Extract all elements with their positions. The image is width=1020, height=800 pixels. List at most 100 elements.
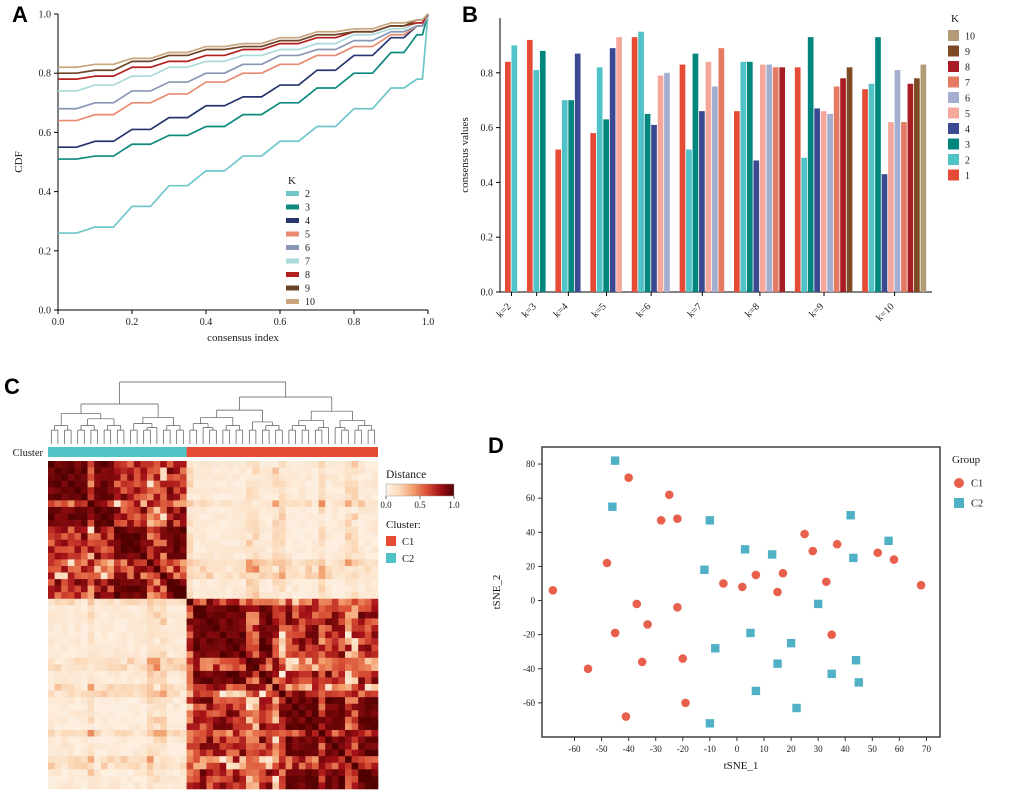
bar-k=9-cluster5: [820, 111, 827, 292]
svg-text:C2: C2: [402, 554, 414, 565]
panel-d-label: D: [488, 433, 504, 458]
bar-k=9-cluster2: [801, 157, 808, 292]
svg-text:0.4: 0.4: [39, 187, 52, 198]
a-legend-swatch-k9: [286, 285, 299, 291]
b-legend-swatch-10: [948, 30, 959, 41]
svg-text:7: 7: [305, 257, 310, 268]
svg-text:0: 0: [531, 596, 536, 606]
svg-text:0.6: 0.6: [481, 123, 494, 134]
bar-k=9-cluster6: [827, 113, 833, 293]
svg-text:-40: -40: [523, 664, 535, 674]
b-legend-swatch-6: [948, 92, 959, 103]
svg-text:70: 70: [922, 744, 932, 754]
b-legend-title: K: [951, 13, 959, 25]
panel-c-label: C: [4, 374, 20, 399]
svg-text:10: 10: [965, 32, 975, 43]
d-legend-title: Group: [952, 454, 981, 466]
consensus-matrix-heatmap: Cluster Distance 0.0 0.5 1.0 Cluster: C1 C2: [13, 381, 460, 790]
bar-k=7-cluster6: [712, 86, 718, 292]
bar-k=8-cluster1: [734, 111, 740, 292]
bar-k=8-cluster2: [740, 61, 747, 293]
tsne-scatter-plot: -60 -50 -40 -30 -20 -10 0 10 20 30 40 50 60 70 -60 -40 -…: [491, 446, 983, 772]
svg-text:0.0: 0.0: [481, 288, 494, 299]
svg-text:60: 60: [526, 493, 536, 503]
bar-k=8-cluster4: [753, 160, 760, 292]
b-legend-swatch-1: [948, 169, 959, 181]
bar-k=10-cluster2: [868, 83, 875, 292]
bar-k=10-cluster7: [901, 122, 907, 293]
svg-text:5: 5: [965, 109, 970, 120]
svg-text:6: 6: [305, 243, 310, 254]
bar-k=6-cluster2: [638, 31, 644, 292]
cdf-line-chart: 0.0 0.2 0.4 0.6 0.8 1.0 0.0 0.2 0.4 0.6 0.8 1.0 cons…: [13, 10, 435, 345]
svg-text:k=7: k=7: [686, 301, 705, 320]
bar-k=2-cluster1: [505, 61, 511, 293]
svg-text:-30: -30: [650, 744, 662, 754]
cdf-curve-k9: [58, 13, 429, 75]
a-legend-title: K: [288, 175, 296, 187]
bar-k=8-cluster6: [766, 64, 773, 292]
panel-b-consensus-bars: B 0.0 0.2 0.4 0.6 0.8 consensus values k=2 k=3 k…: [452, 2, 1018, 370]
panel-a-label: A: [12, 2, 28, 27]
bar-k=6-cluster6: [664, 72, 670, 292]
cdf-curve-k7: [58, 16, 429, 92]
bar-k=8-cluster3: [746, 61, 753, 293]
cdf-curve-k4: [58, 13, 429, 149]
a-legend-swatch-k2: [286, 191, 299, 196]
bar-k=7-cluster2: [686, 149, 692, 292]
c-cluster-bar-label: Cluster: [13, 448, 44, 459]
svg-text:10: 10: [305, 297, 315, 308]
svg-text:3: 3: [965, 140, 970, 151]
svg-text:0.2: 0.2: [126, 317, 139, 328]
panel-a-consensus-cdf: A 0.0 0.2 0.4 0.6 0.8 1.0 0.0 0.2 0.4 0.6 0.8 1.0 co…: [6, 2, 446, 368]
d-legend-marker-C1: [954, 478, 964, 488]
bar-k=7-cluster5: [705, 61, 712, 293]
svg-text:C2: C2: [971, 499, 983, 510]
svg-text:k=3: k=3: [520, 301, 539, 320]
bar-k=2-cluster2: [511, 45, 518, 293]
bar-k=4-cluster3: [568, 100, 575, 292]
svg-text:0.0: 0.0: [52, 317, 65, 328]
svg-text:1.0: 1.0: [422, 317, 435, 328]
bar-k=10-cluster9: [914, 78, 920, 292]
bar-k=4-cluster2: [561, 100, 568, 292]
svg-text:0.6: 0.6: [274, 317, 287, 328]
svg-text:0.2: 0.2: [481, 233, 494, 244]
svg-text:80: 80: [526, 459, 536, 469]
svg-text:0.2: 0.2: [39, 246, 52, 257]
d-yaxis-label: tSNE_2: [491, 575, 503, 610]
panel-b-label: B: [462, 2, 478, 27]
b-legend-swatch-5: [948, 107, 959, 119]
b-legend-swatch-2: [948, 154, 959, 165]
svg-text:1.0: 1.0: [448, 500, 460, 510]
bar-k=3-cluster3: [539, 50, 546, 292]
svg-text:-20: -20: [677, 744, 689, 754]
bar-k=10-cluster4: [881, 174, 888, 292]
bar-k=10-cluster10: [920, 64, 927, 292]
bar-k=9-cluster7: [833, 86, 840, 292]
panel-d-tsne-scatter: D -60 -50 -40 -30 -20 -10 0 10 20 30 40 50 60 70 -60 -4…: [478, 425, 1018, 797]
svg-text:0: 0: [735, 744, 740, 754]
svg-text:C1: C1: [402, 537, 414, 548]
svg-text:-50: -50: [596, 744, 608, 754]
bar-k=8-cluster5: [759, 64, 766, 292]
cdf-curve-k10: [58, 13, 429, 69]
c-cluster-bar-c1: [186, 447, 378, 457]
bar-k=10-cluster1: [862, 89, 868, 293]
bar-k=3-cluster1: [526, 39, 533, 292]
c-distance-legend-title: Distance: [386, 469, 426, 481]
bar-k=6-cluster4: [651, 124, 657, 292]
cdf-curve-k6: [58, 16, 429, 110]
svg-text:-60: -60: [523, 698, 535, 708]
svg-text:0.6: 0.6: [39, 128, 52, 139]
svg-text:-40: -40: [623, 744, 635, 754]
d-points-C1: [548, 473, 926, 721]
bar-k=9-cluster3: [807, 37, 814, 293]
svg-text:0.4: 0.4: [481, 178, 494, 189]
bar-k=7-cluster3: [692, 53, 699, 293]
svg-text:4: 4: [305, 216, 310, 227]
svg-text:40: 40: [841, 744, 851, 754]
svg-text:1: 1: [965, 171, 970, 182]
b-yaxis-label: consensus values: [459, 117, 471, 192]
c-heatmap-cells: [48, 461, 379, 790]
